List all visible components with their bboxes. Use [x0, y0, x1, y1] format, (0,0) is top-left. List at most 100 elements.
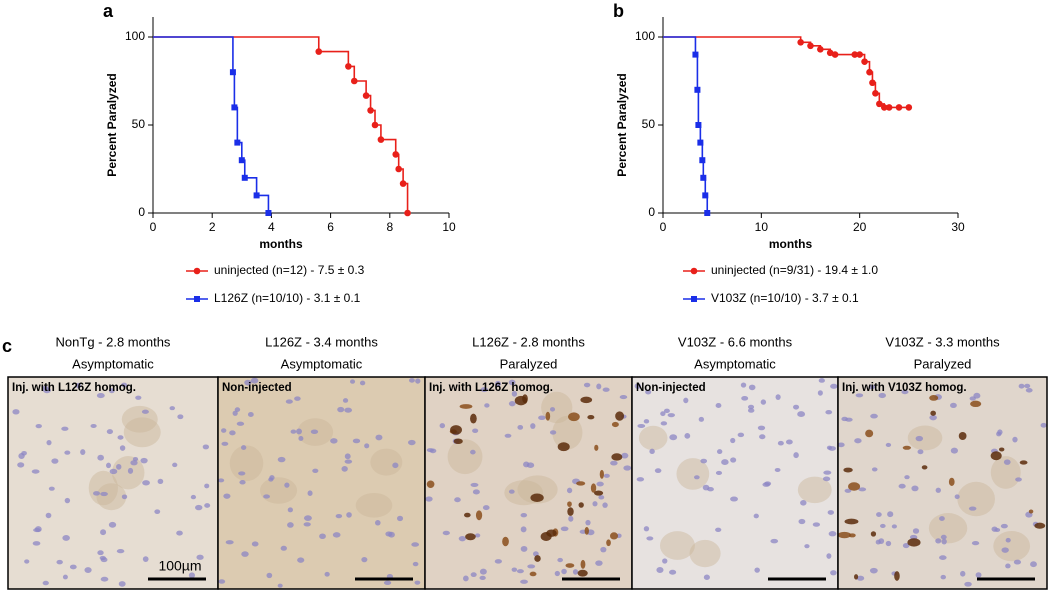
nucleus: [868, 384, 875, 390]
nucleus: [100, 529, 107, 536]
nucleus: [359, 380, 366, 386]
nucleus: [238, 471, 246, 476]
nucleus: [759, 434, 766, 440]
nucleus: [975, 572, 982, 578]
stained-inclusion: [450, 425, 462, 435]
nucleus: [715, 402, 722, 408]
neuron-shadow: [447, 439, 483, 475]
nucleus: [142, 556, 149, 562]
nucleus: [42, 385, 49, 390]
neuron-shadow: [676, 458, 710, 490]
x-axis-label: months: [769, 237, 813, 251]
nucleus: [508, 401, 516, 407]
legend-marker: [193, 267, 201, 275]
nucleus: [960, 570, 966, 577]
nucleus: [135, 395, 142, 400]
stained-inclusion: [534, 555, 541, 562]
nucleus: [303, 522, 311, 527]
panel-status: Asymptomatic: [72, 356, 154, 371]
stained-inclusion: [594, 444, 599, 451]
nucleus: [940, 574, 946, 580]
stained-inclusion: [580, 396, 593, 404]
neuron-shadow: [123, 417, 161, 448]
nucleus: [117, 435, 124, 440]
nucleus: [775, 394, 781, 401]
nucleus: [190, 494, 197, 500]
nucleus: [277, 456, 286, 463]
nucleus: [426, 448, 434, 453]
nucleus: [793, 452, 799, 459]
nucleus: [218, 579, 226, 584]
nucleus: [1030, 561, 1037, 568]
legend-label: uninjected (n=12) - 7.5 ± 0.3: [214, 263, 365, 277]
nucleus: [703, 574, 710, 580]
nucleus: [818, 378, 825, 383]
marker: [880, 104, 888, 111]
nucleus: [826, 553, 832, 559]
neuron-shadow: [689, 539, 721, 568]
nucleus: [12, 409, 20, 415]
nucleus: [764, 481, 772, 486]
x-tick-label: 4: [268, 220, 275, 234]
stained-inclusion: [1034, 522, 1046, 529]
nucleus: [46, 440, 52, 446]
legend-label: L126Z (n=10/10) - 3.1 ± 0.1: [214, 291, 361, 305]
marker: [876, 100, 883, 108]
legend-marker: [691, 296, 697, 302]
nucleus: [841, 416, 848, 422]
nucleus: [721, 459, 729, 466]
nucleus: [116, 463, 122, 470]
stained-inclusion: [843, 467, 853, 473]
y-tick-label: 0: [138, 205, 145, 219]
stained-inclusion: [599, 469, 604, 479]
nucleus: [93, 491, 101, 496]
marker: [702, 192, 709, 199]
nucleus: [232, 410, 238, 416]
nucleus: [973, 392, 981, 399]
nucleus: [822, 476, 831, 482]
x-tick-label: 30: [951, 220, 965, 234]
nucleus: [1003, 459, 1011, 465]
nucleus: [996, 431, 1002, 437]
nucleus: [511, 567, 518, 572]
nucleus: [662, 558, 668, 564]
scale-bar-label: 100µm: [158, 558, 201, 574]
marker: [241, 174, 248, 181]
nucleus: [602, 502, 608, 508]
nucleus: [598, 495, 605, 500]
y-tick-label: 100: [635, 29, 655, 43]
panel-title: L126Z - 2.8 months: [472, 334, 585, 349]
nucleus: [324, 571, 330, 577]
x-tick-label: 10: [442, 220, 456, 234]
nucleus: [442, 530, 450, 536]
nucleus: [878, 538, 885, 545]
marker: [856, 51, 863, 58]
nucleus: [561, 568, 567, 575]
nucleus: [991, 526, 998, 532]
x-tick-label: 8: [386, 220, 393, 234]
nucleus: [385, 531, 393, 537]
nucleus: [623, 465, 632, 471]
survival-line: [153, 36, 409, 213]
marker: [905, 104, 913, 111]
nucleus: [157, 478, 164, 485]
nucleus: [130, 460, 138, 466]
nucleus: [602, 387, 610, 392]
nucleus: [1015, 477, 1022, 482]
nucleus: [470, 449, 476, 455]
marker: [831, 51, 839, 58]
stained-inclusion: [590, 483, 597, 493]
neuron-shadow: [552, 415, 583, 450]
nucleus: [202, 444, 210, 450]
nucleus: [474, 533, 481, 538]
nucleus: [1025, 388, 1033, 393]
nucleus: [737, 432, 745, 438]
nucleus: [69, 564, 77, 570]
nucleus: [885, 540, 892, 547]
nucleus: [268, 477, 274, 482]
neuron-shadow: [957, 481, 995, 517]
nucleus: [804, 544, 810, 549]
nucleus: [549, 430, 557, 435]
nucleus: [785, 439, 793, 445]
